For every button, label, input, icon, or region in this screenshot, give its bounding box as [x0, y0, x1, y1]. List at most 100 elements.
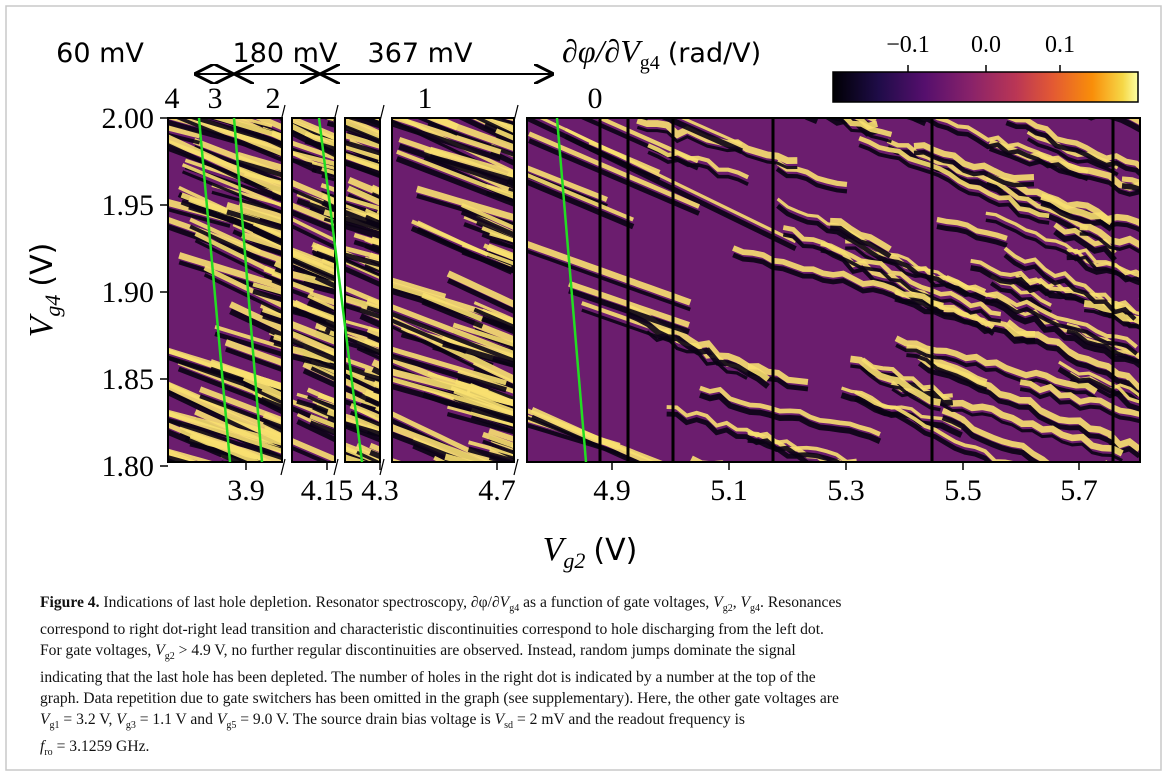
x-label-sub: g2 — [563, 548, 585, 573]
heatmap-band — [364, 214, 380, 226]
heatmap-band — [241, 231, 282, 251]
heatmap-band — [483, 118, 514, 133]
heatmap-band — [945, 275, 1138, 349]
heatmap-segment — [392, 118, 514, 462]
heatmap-band — [168, 411, 282, 454]
heatmap-band — [241, 240, 282, 257]
heatmap-band — [243, 383, 282, 405]
axes: 2.00 1.95 1.90 1.85 1.80 3.9 4.15 4.3 4.7 4.9 5.1 5… — [56, 32, 1098, 507]
colorbar — [832, 71, 1139, 103]
heatmap-band — [345, 245, 380, 260]
heatmap-band — [168, 448, 199, 462]
caption-variable: f — [40, 738, 45, 756]
caption-variable: V — [499, 594, 510, 611]
caption-text: . Resonances — [760, 594, 842, 611]
spacing-label: 60 mV — [56, 38, 144, 69]
heatmap-band — [226, 202, 282, 225]
caption-text: = 3.1259 GHz. — [52, 738, 150, 756]
heatmap-band — [194, 231, 282, 279]
heatmap-band — [392, 383, 514, 424]
heatmap-band — [508, 72, 648, 111]
heatmap-band — [427, 118, 459, 131]
heatmap-band — [292, 270, 335, 289]
heatmap-band — [527, 249, 691, 312]
y-tick-label: 1.80 — [102, 450, 155, 483]
heatmap-band — [666, 405, 857, 462]
heatmap-band — [260, 389, 282, 403]
heatmap-band — [1053, 229, 1117, 262]
heatmap-band — [308, 291, 335, 306]
heatmap-band — [306, 387, 335, 404]
heatmap-band — [307, 395, 335, 411]
heatmap-band — [917, 361, 1140, 459]
colorbar-tick-label: 0.1 — [1045, 32, 1075, 58]
heatmap-band — [461, 202, 514, 231]
caption-line: graph. Data repetition due to gate switc… — [40, 688, 841, 709]
heatmap-band — [168, 124, 201, 139]
heatmap-band — [527, 240, 692, 306]
heatmap-band — [936, 216, 1008, 241]
hole-number: 2 — [266, 82, 281, 115]
heatmap-band — [861, 357, 953, 399]
heatmap-band — [203, 265, 282, 309]
caption-text: = 1.1 V and — [135, 711, 217, 729]
heatmap-band — [453, 389, 514, 417]
heatmap-band — [189, 217, 262, 254]
heatmap-band — [1121, 176, 1140, 186]
heatmap-band — [659, 118, 744, 154]
caption-text: indicating that the last hole has been d… — [40, 669, 816, 687]
heatmap-band — [488, 428, 514, 443]
heatmap-band — [830, 225, 892, 259]
heatmap-band — [936, 224, 1008, 248]
heatmap-band — [528, 138, 701, 216]
heatmap-band — [902, 118, 1089, 182]
caption-subscript: g2 — [722, 603, 733, 615]
heatmap-band — [456, 118, 514, 146]
heatmap-band — [830, 217, 892, 252]
heatmap-band — [306, 300, 335, 319]
heatmap-band — [392, 353, 507, 393]
heatmap-band — [168, 132, 201, 145]
heatmap-band — [1079, 232, 1140, 254]
heatmap-band — [1138, 305, 1140, 310]
heatmap-band — [292, 257, 335, 280]
heatmap-band — [292, 121, 335, 141]
frame — [5, 5, 1162, 771]
x-axis-label: Vg2 (V) — [543, 531, 638, 573]
x-tick-label: 4.3 — [361, 474, 399, 507]
heatmap-band — [945, 282, 1138, 356]
heatmap-band — [292, 140, 335, 161]
heatmap-band — [354, 80, 454, 122]
caption-text: as a function of gate voltages, — [519, 594, 714, 611]
heatmap-band — [194, 239, 282, 286]
colorbar-tick-label: 0.0 — [971, 32, 1001, 58]
heatmap-band — [179, 422, 275, 462]
heatmap-band — [392, 346, 507, 386]
x-tick-label: 4.7 — [478, 474, 516, 507]
fit-line — [317, 117, 364, 463]
heatmap-band — [468, 440, 514, 457]
heatmap-band — [345, 366, 380, 388]
heatmap-band — [226, 209, 282, 231]
caption-variable: V — [155, 642, 165, 660]
heatmap-band — [308, 298, 335, 312]
fit-line — [232, 117, 264, 463]
colorbar-label: ∂φ/∂Vg4 (rad/V) — [562, 33, 761, 74]
cb-label-sub: g4 — [640, 52, 660, 74]
heatmap-band — [192, 145, 282, 186]
heatmap-band — [481, 233, 514, 250]
heatmap-band — [288, 68, 508, 124]
caption-subscript: ro — [44, 747, 53, 759]
caption-subscript: g4 — [750, 603, 761, 615]
heatmap-band — [292, 224, 335, 250]
heatmap-band — [445, 460, 451, 462]
heatmap-band — [192, 137, 282, 179]
heatmap-band — [392, 411, 499, 462]
heatmap-band — [989, 281, 1053, 315]
heatmap-band — [345, 132, 380, 149]
heatmap-band — [178, 185, 282, 238]
heatmap-band — [776, 204, 969, 297]
x-tick-label: 5.7 — [1060, 474, 1098, 507]
heatmap-band — [292, 337, 335, 363]
heatmap-band — [421, 299, 484, 329]
